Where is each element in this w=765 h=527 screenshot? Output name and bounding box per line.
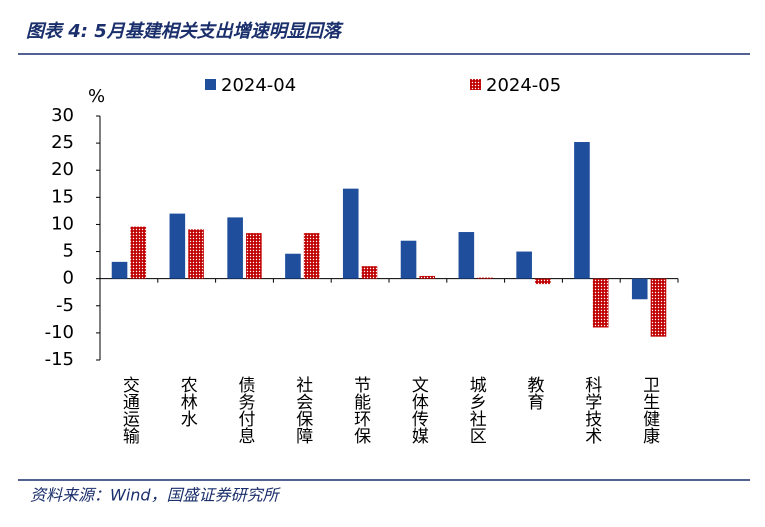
- chart-title: 图表 4: 5月基建相关支出增速明显回落: [26, 21, 344, 42]
- legend-label: 2024-05: [486, 75, 561, 96]
- bar: [246, 233, 262, 279]
- bar: [477, 277, 493, 279]
- bar: [458, 232, 475, 279]
- bar: [361, 266, 378, 279]
- bar: [400, 240, 417, 279]
- bar: [631, 278, 648, 300]
- x-tick-label: 债务付息: [235, 376, 256, 444]
- bar: [535, 278, 551, 285]
- y-tick-label: 25: [51, 132, 74, 153]
- bar: [130, 226, 147, 279]
- bar: [516, 251, 532, 279]
- x-tick-label: 交通运输: [119, 376, 140, 445]
- x-tick-label: 教育: [524, 376, 545, 411]
- bar: [303, 233, 320, 279]
- y-tick-label: 20: [51, 159, 74, 180]
- y-tick-label: 30: [51, 105, 74, 126]
- y-tick-label: -10: [45, 322, 74, 343]
- bar: [227, 217, 243, 279]
- bar: [111, 261, 128, 279]
- bar: [574, 142, 590, 279]
- x-tick-label: 科学技术: [581, 376, 602, 444]
- x-tick-label: 卫生健康: [639, 376, 660, 444]
- bar: [592, 278, 609, 328]
- y-tick-label: 5: [63, 241, 74, 262]
- bar: [342, 188, 359, 279]
- x-tick-label: 城乡社区: [466, 376, 487, 444]
- x-tick-label: 农林水: [177, 376, 198, 427]
- source: 资料来源：Wind，国盛证券研究所: [30, 486, 282, 505]
- bar: [650, 278, 667, 337]
- legend-swatch: [470, 79, 481, 90]
- legend-swatch: [205, 79, 216, 90]
- bar: [285, 253, 301, 279]
- x-tick-label: 节能环保: [350, 376, 371, 444]
- bar: [419, 275, 436, 279]
- bar: [169, 213, 186, 279]
- legend-label: 2024-04: [221, 75, 296, 96]
- y-unit: %: [88, 86, 105, 107]
- x-tick-label: 文体传媒: [408, 376, 429, 444]
- x-tick-label: 社会保障: [292, 376, 313, 444]
- y-tick-label: -15: [45, 349, 74, 370]
- y-tick-label: 10: [51, 213, 74, 234]
- y-tick-label: -5: [56, 295, 74, 316]
- y-tick-label: 15: [51, 186, 74, 207]
- y-tick-label: 0: [63, 268, 74, 289]
- bar: [188, 229, 204, 279]
